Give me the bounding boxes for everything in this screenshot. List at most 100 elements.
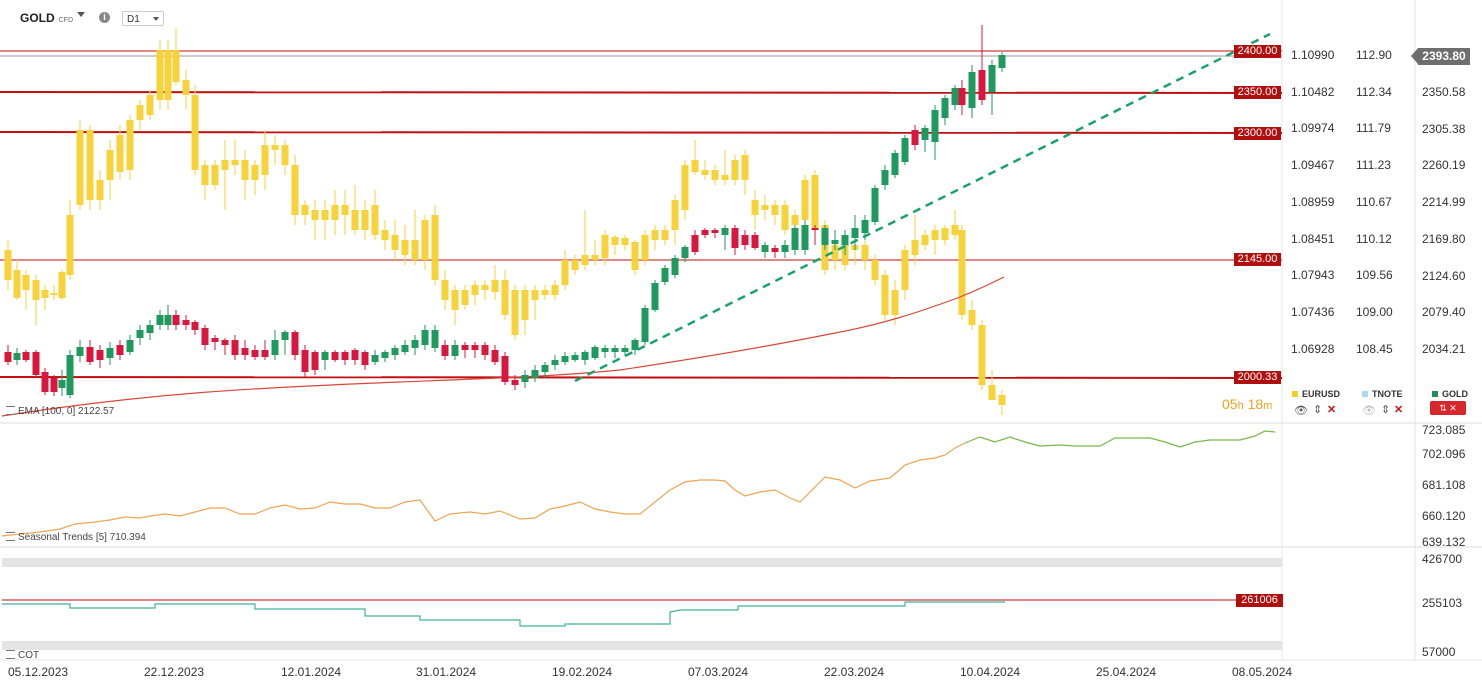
eurusd-candle-body <box>521 290 529 320</box>
eurusd-candle-body <box>921 235 929 245</box>
gold-candle-body <box>481 345 489 355</box>
eurusd-candle-body <box>951 225 959 235</box>
gold-candle-body <box>801 225 809 250</box>
gold-axis-tick: 2124.60 <box>1422 268 1466 283</box>
current-price-tag: 2393.80 <box>1411 48 1470 65</box>
eurusd-candle-body <box>551 285 559 295</box>
eurusd-candle-body <box>50 293 58 295</box>
eurusd-candle-body <box>182 80 190 95</box>
eurusd-candle-body <box>231 160 239 165</box>
gold-candle-body <box>126 340 134 352</box>
legend-tnote[interactable]: TNOTE <box>1362 389 1403 399</box>
gold-candle-body <box>301 350 309 372</box>
seasonal-indicator-label[interactable]: Seasonal Trends [5] 710.394 <box>6 531 146 543</box>
eurusd-candle-body <box>251 165 259 180</box>
eurusd-candle-body <box>731 160 739 180</box>
gold-candle-body <box>96 350 104 360</box>
gold-candle-body <box>351 350 359 360</box>
cot-indicator-label[interactable]: COT <box>6 649 39 661</box>
symbol-dropdown-icon[interactable] <box>77 12 85 17</box>
date-tick: 25.04.2024 <box>1096 665 1157 679</box>
ema-indicator-label[interactable]: EMA [100, 0] 2122.57 <box>6 405 114 417</box>
info-icon[interactable]: i <box>99 12 110 23</box>
seasonal-axis-tick: 639.132 <box>1422 535 1466 549</box>
gold-candle-body <box>581 352 589 360</box>
eurusd-candle-body <box>881 275 889 315</box>
eurusd-candle-body <box>988 385 996 400</box>
eurusd-candle-body <box>901 250 909 290</box>
gold-axis-tick: 2034.21 <box>1422 341 1466 356</box>
eurusd-candle-body <box>531 290 539 300</box>
eurusd-candle-body <box>172 50 180 82</box>
eurusd-candle-body <box>156 50 164 100</box>
gold-candle-body <box>32 352 40 375</box>
gold-candle-body <box>731 228 739 248</box>
tnote-visibility-eye-icon[interactable]: 👁 <box>1362 405 1376 417</box>
eurusd-axis-tick: 1.07436 <box>1291 304 1335 319</box>
eurusd-candle-body <box>271 145 279 150</box>
gold-candle-body <box>136 330 144 338</box>
eurusd-candle-body <box>771 205 779 215</box>
legend-gold[interactable]: GOLD <box>1432 389 1468 399</box>
gold-candle-body <box>861 220 869 233</box>
gold-candle-body <box>4 352 12 362</box>
eurusd-candle-body <box>871 260 879 280</box>
tnote-axis-tick: 112.34 <box>1356 84 1392 99</box>
chart-toolbar: GOLD CFD i D1 <box>0 0 1482 36</box>
gold-candle-body <box>86 347 94 362</box>
eurusd-candle-body <box>261 145 269 175</box>
tnote-remove-icon[interactable]: ✕ <box>1394 404 1404 416</box>
gold-candle-body <box>251 350 259 357</box>
eurusd-candle-body <box>281 145 289 165</box>
date-tick: 19.02.2024 <box>552 665 613 679</box>
gold-candle-body <box>146 325 154 333</box>
date-tick: 07.03.2024 <box>688 665 749 679</box>
gold-axis-tick: 2350.58 <box>1422 85 1466 99</box>
gold-candle-body <box>711 230 719 233</box>
level-label-2400: 2400.00 <box>1234 45 1281 58</box>
tnote-axis-tick: 109.00 <box>1356 304 1393 319</box>
eurusd-candle-body <box>191 95 199 170</box>
eurusd-candle-body <box>631 242 639 270</box>
gold-candle-body <box>50 378 58 392</box>
eurusd-candle-body <box>451 290 459 310</box>
gold-candle-body <box>521 375 529 382</box>
eurusd-visibility-eye-icon[interactable]: 👁 <box>1294 405 1308 417</box>
gold-candle-body <box>13 353 21 360</box>
symbol-name[interactable]: GOLD CFD <box>20 11 74 25</box>
gold-candle-body <box>841 235 849 245</box>
gold-candle-body <box>601 348 609 352</box>
gold-candle-body <box>911 130 919 145</box>
trendline <box>574 32 1271 383</box>
gold-candle-body <box>701 230 709 235</box>
gold-candle-body <box>988 65 996 92</box>
cot-band-bottom <box>2 641 1282 650</box>
date-tick: 22.03.2024 <box>824 665 885 679</box>
eurusd-reorder-icon[interactable]: ⇕ <box>1313 404 1323 416</box>
gold-candle-body <box>491 350 499 362</box>
eurusd-remove-icon[interactable]: ✕ <box>1327 404 1337 416</box>
eurusd-candle-body <box>76 130 84 205</box>
eurusd-candle-body <box>978 325 986 385</box>
timeframe-select[interactable]: D1 <box>122 11 164 26</box>
gold-candle-body <box>501 356 509 382</box>
date-tick: 12.01.2024 <box>281 665 342 679</box>
ema-line <box>1 276 1005 417</box>
gold-candle-body <box>172 315 180 325</box>
gold-candle-body <box>651 283 659 310</box>
cot-band-top <box>2 558 1282 567</box>
tnote-reorder-icon[interactable]: ⇕ <box>1381 404 1391 416</box>
gold-candle-body <box>431 330 439 348</box>
gold-candle-body <box>361 352 369 365</box>
level-label-2000: 2000.33 <box>1234 371 1281 384</box>
gold-candle-body <box>921 128 929 140</box>
legend-eurusd[interactable]: EURUSD <box>1292 389 1340 399</box>
gold-settings-button[interactable]: ⇅​ ✕ <box>1430 401 1466 415</box>
tnote-axis-tick: 111.23 <box>1356 158 1391 173</box>
tnote-axis-tick: 112.90 <box>1356 48 1392 62</box>
seasonal-axis-tick: 702.096 <box>1422 447 1466 461</box>
gold-candle-body <box>411 340 419 348</box>
gold-candle-body <box>831 240 839 244</box>
gold-candle-body <box>561 356 569 362</box>
